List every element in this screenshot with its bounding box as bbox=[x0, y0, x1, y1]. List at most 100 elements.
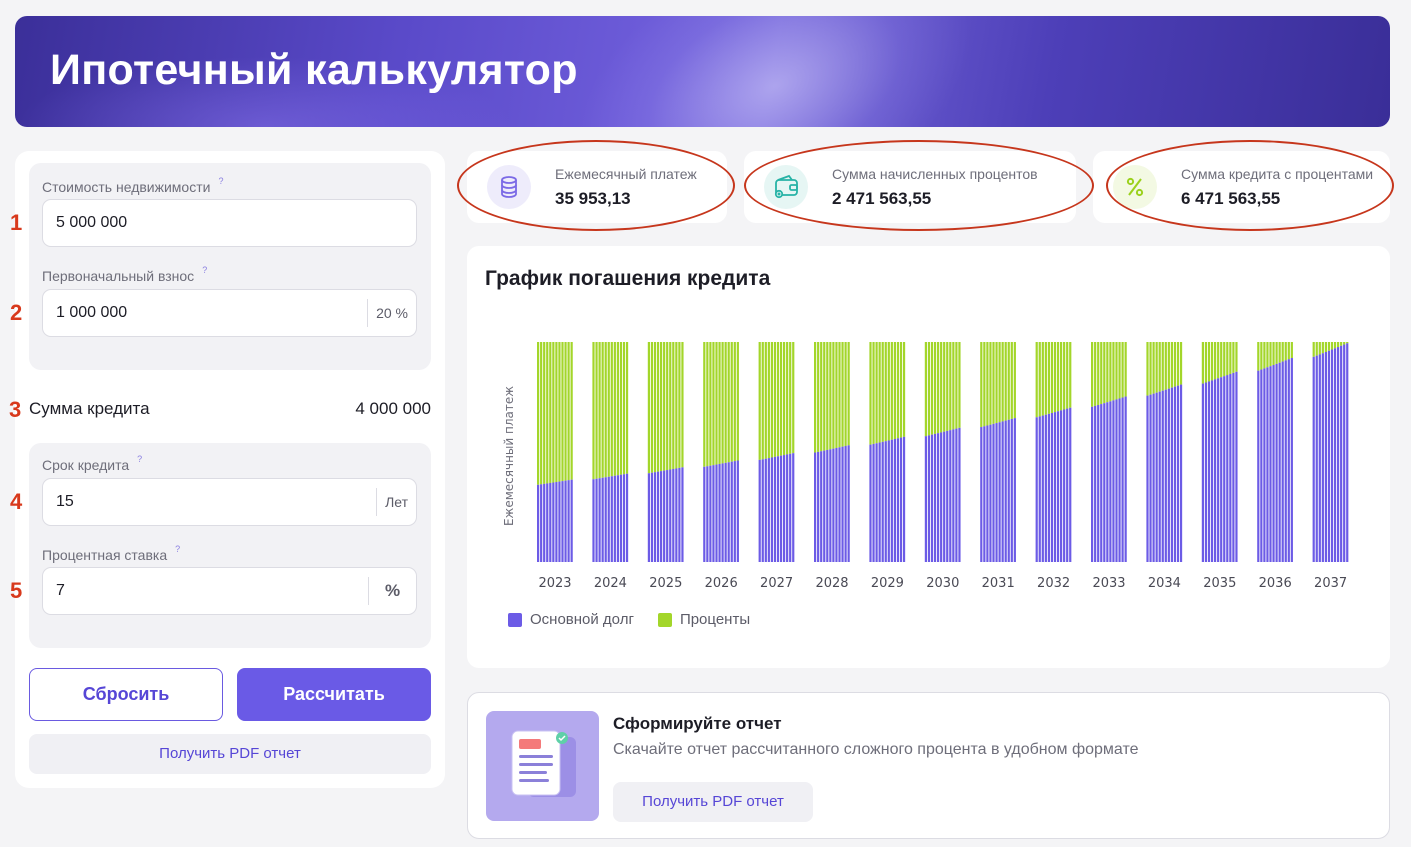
bar-interest[interactable] bbox=[1263, 342, 1266, 369]
bar-principal[interactable] bbox=[666, 470, 669, 562]
bar-interest[interactable] bbox=[663, 342, 666, 471]
bar-interest[interactable] bbox=[758, 342, 761, 460]
bar-interest[interactable] bbox=[995, 342, 998, 424]
bar-principal[interactable] bbox=[869, 444, 872, 562]
bar-principal[interactable] bbox=[1284, 360, 1287, 562]
bar-principal[interactable] bbox=[829, 449, 832, 562]
help-icon[interactable]: ? bbox=[202, 265, 208, 275]
bar-principal[interactable] bbox=[893, 439, 896, 562]
bar-interest[interactable] bbox=[789, 342, 792, 454]
bar-principal[interactable] bbox=[604, 477, 607, 562]
bar-principal[interactable] bbox=[1324, 352, 1327, 562]
bar-principal[interactable] bbox=[721, 463, 724, 562]
bar-principal[interactable] bbox=[1106, 402, 1109, 562]
bar-interest[interactable] bbox=[552, 342, 555, 483]
bar-interest[interactable] bbox=[715, 342, 718, 465]
bar-interest[interactable] bbox=[826, 342, 829, 450]
bar-interest[interactable] bbox=[1201, 342, 1204, 384]
bar-interest[interactable] bbox=[1223, 342, 1226, 377]
bar-interest[interactable] bbox=[1010, 342, 1013, 419]
bar-principal[interactable] bbox=[1232, 372, 1235, 562]
bar-principal[interactable] bbox=[555, 482, 558, 562]
bar-interest[interactable] bbox=[1333, 342, 1337, 349]
bar-interest[interactable] bbox=[540, 342, 543, 485]
bar-principal[interactable] bbox=[1060, 410, 1063, 562]
bar-interest[interactable] bbox=[832, 342, 835, 449]
bar-principal[interactable] bbox=[989, 424, 992, 562]
bar-interest[interactable] bbox=[841, 342, 844, 447]
bar-interest[interactable] bbox=[983, 342, 986, 427]
bar-principal[interactable] bbox=[706, 466, 709, 562]
bar-interest[interactable] bbox=[1047, 342, 1050, 414]
bar-interest[interactable] bbox=[1170, 342, 1173, 388]
bar-principal[interactable] bbox=[656, 471, 660, 562]
bar-principal[interactable] bbox=[786, 454, 789, 562]
bar-principal[interactable] bbox=[1201, 383, 1204, 562]
bar-interest[interactable] bbox=[1063, 342, 1066, 410]
bar-interest[interactable] bbox=[549, 342, 552, 483]
bar-interest[interactable] bbox=[989, 342, 992, 425]
bar-interest[interactable] bbox=[1060, 342, 1063, 411]
help-icon[interactable]: ? bbox=[137, 454, 143, 464]
bar-interest[interactable] bbox=[943, 342, 946, 432]
bar-interest[interactable] bbox=[1214, 342, 1217, 380]
bar-principal[interactable] bbox=[1321, 353, 1324, 562]
bar-interest[interactable] bbox=[1013, 342, 1016, 419]
bar-interest[interactable] bbox=[537, 342, 540, 485]
bar-principal[interactable] bbox=[1346, 343, 1349, 562]
bar-interest[interactable] bbox=[838, 342, 841, 448]
bar-interest[interactable] bbox=[1164, 342, 1167, 390]
bar-principal[interactable] bbox=[1010, 418, 1013, 562]
bar-interest[interactable] bbox=[1269, 342, 1272, 367]
bar-interest[interactable] bbox=[1112, 342, 1115, 401]
bar-interest[interactable] bbox=[986, 342, 989, 426]
bar-interest[interactable] bbox=[1097, 342, 1100, 405]
bar-interest[interactable] bbox=[773, 342, 777, 457]
bar-principal[interactable] bbox=[613, 475, 616, 562]
bar-interest[interactable] bbox=[1260, 342, 1263, 370]
bar-interest[interactable] bbox=[1337, 342, 1340, 348]
bar-interest[interactable] bbox=[847, 342, 850, 446]
bar-principal[interactable] bbox=[678, 467, 681, 562]
bar-principal[interactable] bbox=[1327, 350, 1331, 562]
bar-interest[interactable] bbox=[1161, 342, 1164, 391]
bar-interest[interactable] bbox=[1121, 342, 1124, 398]
bar-principal[interactable] bbox=[958, 427, 961, 562]
bar-interest[interactable] bbox=[1284, 342, 1287, 361]
bar-principal[interactable] bbox=[616, 475, 619, 562]
bar-interest[interactable] bbox=[1146, 342, 1149, 396]
bar-principal[interactable] bbox=[647, 473, 650, 562]
bar-interest[interactable] bbox=[709, 342, 712, 466]
bar-principal[interactable] bbox=[1257, 370, 1260, 562]
bar-principal[interactable] bbox=[675, 468, 678, 562]
bar-principal[interactable] bbox=[672, 468, 675, 562]
bar-interest[interactable] bbox=[610, 342, 613, 477]
bar-interest[interactable] bbox=[613, 342, 616, 476]
bar-principal[interactable] bbox=[1167, 388, 1170, 562]
bar-principal[interactable] bbox=[1217, 378, 1220, 562]
bar-principal[interactable] bbox=[770, 457, 773, 562]
bar-principal[interactable] bbox=[930, 434, 934, 562]
bar-interest[interactable] bbox=[625, 342, 629, 474]
bar-principal[interactable] bbox=[872, 443, 875, 562]
bar-principal[interactable] bbox=[1041, 415, 1044, 562]
bar-interest[interactable] bbox=[1167, 342, 1170, 389]
bar-principal[interactable] bbox=[601, 477, 604, 562]
bar-principal[interactable] bbox=[660, 471, 663, 562]
bar-principal[interactable] bbox=[924, 436, 927, 562]
bar-principal[interactable] bbox=[1315, 355, 1318, 562]
bar-interest[interactable] bbox=[1226, 342, 1229, 376]
bar-principal[interactable] bbox=[1013, 418, 1016, 562]
bar-interest[interactable] bbox=[733, 342, 736, 462]
bar-principal[interactable] bbox=[1272, 365, 1275, 562]
bar-principal[interactable] bbox=[1220, 377, 1223, 562]
bar-principal[interactable] bbox=[998, 422, 1001, 562]
bar-principal[interactable] bbox=[1210, 380, 1214, 562]
bar-interest[interactable] bbox=[656, 342, 660, 472]
report-pdf-button[interactable]: Получить PDF отчет bbox=[613, 782, 813, 822]
bar-interest[interactable] bbox=[887, 342, 890, 441]
bar-principal[interactable] bbox=[622, 474, 626, 562]
bar-interest[interactable] bbox=[1275, 342, 1278, 364]
bar-principal[interactable] bbox=[663, 470, 666, 562]
bar-principal[interactable] bbox=[779, 455, 783, 562]
